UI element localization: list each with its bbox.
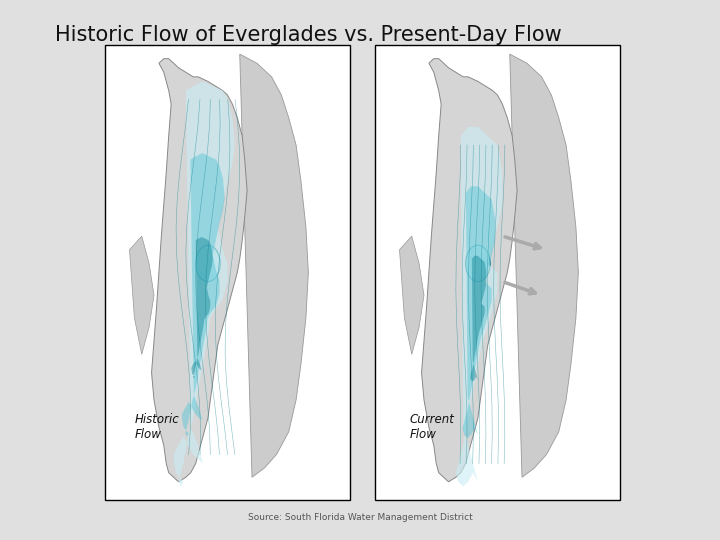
- Text: Historic
Flow: Historic Flow: [135, 413, 179, 441]
- Polygon shape: [151, 59, 247, 482]
- Text: Source: South Florida Water Management District: Source: South Florida Water Management D…: [248, 513, 472, 522]
- Ellipse shape: [466, 245, 490, 281]
- Bar: [375, 45, 620, 500]
- Ellipse shape: [196, 245, 220, 281]
- Polygon shape: [456, 127, 503, 487]
- Polygon shape: [130, 236, 154, 354]
- Bar: [105, 45, 350, 500]
- Text: Historic Flow of Everglades vs. Present-Day Flow: Historic Flow of Everglades vs. Present-…: [55, 25, 562, 45]
- Polygon shape: [174, 82, 235, 487]
- Polygon shape: [400, 236, 424, 354]
- Polygon shape: [192, 237, 213, 379]
- Text: Current
Flow: Current Flow: [409, 413, 454, 441]
- Polygon shape: [240, 54, 308, 477]
- Polygon shape: [421, 59, 517, 482]
- Polygon shape: [510, 54, 578, 477]
- Polygon shape: [462, 186, 495, 438]
- Polygon shape: [470, 256, 487, 382]
- Polygon shape: [182, 153, 225, 437]
